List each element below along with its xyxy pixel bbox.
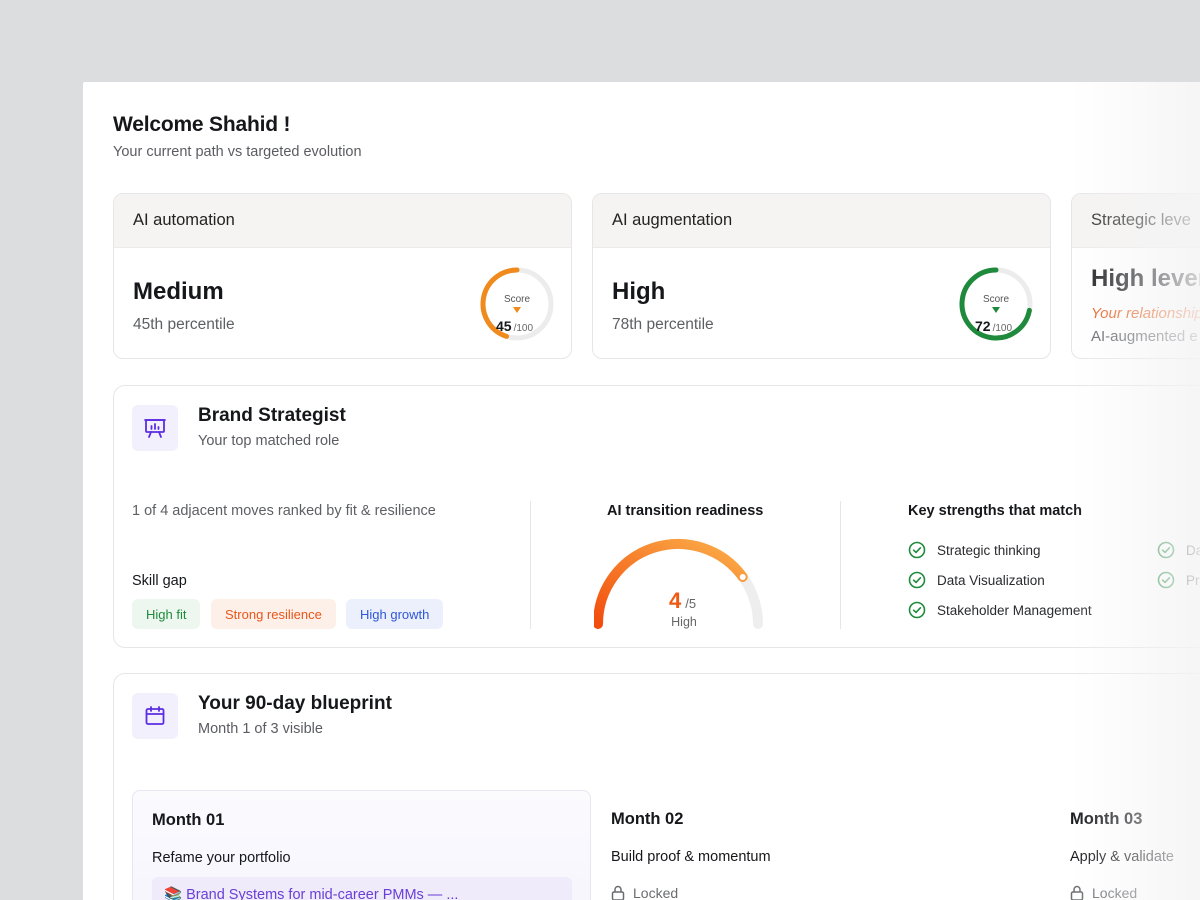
locked-label: Locked <box>1092 885 1138 900</box>
card-level: Medium <box>133 278 224 305</box>
strengths-title: Key strengths that match <box>908 503 1083 519</box>
score-gauge-ring <box>959 267 1033 341</box>
ai-automation-card[interactable]: AI automation Medium 45th percentile Sco… <box>113 193 572 359</box>
card-percentile: 78th percentile <box>612 316 714 333</box>
course-link[interactable]: 📚 Brand Systems for mid-career PMMs — ..… <box>152 877 572 900</box>
readiness-gauge <box>594 539 763 629</box>
score-value: 72/100 <box>975 318 1012 334</box>
score-label: Score <box>503 294 531 305</box>
tag-high-fit: High fit <box>132 599 201 629</box>
strength-item: Stakeholder Management <box>908 601 1092 619</box>
strength-label: Pro <box>1186 572 1200 588</box>
strength-item: Pro <box>1157 571 1200 589</box>
card-title: AI augmentation <box>593 194 1050 248</box>
check-circle-icon <box>908 541 926 559</box>
score-gauge: Score 45/100 <box>477 264 557 344</box>
readiness-max: /5 <box>685 596 697 611</box>
card-note: AI-augmented e <box>1091 328 1198 345</box>
check-circle-icon <box>908 571 926 589</box>
month-card-active[interactable]: Month 01 Refame your portfolio 📚 Brand S… <box>132 790 591 900</box>
top-role-section: Brand Strategist Your top matched role 1… <box>113 385 1200 648</box>
presentation-chart-icon <box>132 405 178 451</box>
blueprint-section: Your 90-day blueprint Month 1 of 3 visib… <box>113 673 1200 900</box>
score-number: 45 <box>496 318 512 334</box>
month-subtitle: Build proof & momentum <box>611 849 771 865</box>
card-level: High <box>612 278 666 305</box>
card-title: AI automation <box>114 194 571 248</box>
score-max: /100 <box>513 323 534 334</box>
score-gauge-arrow-icon <box>992 307 1000 313</box>
readiness-number: 4 <box>669 588 682 613</box>
month-subtitle: Apply & validate <box>1070 849 1174 865</box>
strategic-leverage-card[interactable]: Strategic leve High levera Your relation… <box>1071 193 1200 359</box>
score-gauge-ring <box>480 267 554 341</box>
column-divider <box>840 501 841 629</box>
score-value: 45/100 <box>496 318 533 334</box>
score-gauge: Score 72/100 <box>956 264 1036 344</box>
page-subtitle: Your current path vs targeted evolution <box>113 144 362 160</box>
month-title: Month 01 <box>152 811 225 829</box>
readiness-level: High <box>671 615 697 629</box>
role-title: Brand Strategist <box>198 405 346 426</box>
readiness-arc <box>594 539 748 629</box>
main-panel: Welcome Shahid ! Your current path vs ta… <box>83 82 1200 900</box>
strength-label: Data Visualization <box>937 572 1045 588</box>
strength-label: Strategic thinking <box>937 542 1041 558</box>
score-number: 72 <box>975 318 991 334</box>
skill-gap-label: Skill gap <box>132 573 187 589</box>
readiness-knob <box>739 573 746 580</box>
blueprint-title: Your 90-day blueprint <box>198 693 392 714</box>
role-subtitle: Your top matched role <box>198 433 340 449</box>
score-label: Score <box>982 294 1010 305</box>
score-gauge-arc <box>959 267 1032 341</box>
lock-icon <box>611 885 625 900</box>
strength-item: Data Visualization <box>908 571 1045 589</box>
month-title: Month 02 <box>611 810 684 828</box>
readiness-title: AI transition readiness <box>607 503 764 519</box>
tag-high-growth: High growth <box>346 599 444 629</box>
check-circle-icon <box>1157 571 1175 589</box>
locked-status: Locked <box>1070 885 1137 900</box>
tag-strong-resilience: Strong resilience <box>211 599 336 629</box>
card-level: High levera <box>1091 265 1200 292</box>
lock-icon <box>1070 885 1084 900</box>
blueprint-subtitle: Month 1 of 3 visible <box>198 721 323 737</box>
locked-label: Locked <box>633 885 679 900</box>
month-title: Month 03 <box>1070 810 1143 828</box>
calendar-icon <box>132 693 178 739</box>
page-title: Welcome Shahid ! <box>113 113 291 136</box>
column-divider <box>530 501 531 629</box>
adjacent-moves-text: 1 of 4 adjacent moves ranked by fit & re… <box>132 503 436 519</box>
strength-label: Stakeholder Management <box>937 602 1092 618</box>
card-title: Strategic leve <box>1072 194 1200 248</box>
readiness-value: 4/5 <box>669 588 696 614</box>
ai-augmentation-card[interactable]: AI augmentation High 78th percentile Sco… <box>592 193 1051 359</box>
card-italic-note: Your relationship <box>1091 305 1200 322</box>
locked-status: Locked <box>611 885 678 900</box>
strength-item: Da <box>1157 541 1200 559</box>
month-subtitle: Refame your portfolio <box>152 850 291 866</box>
score-gauge-arrow-icon <box>513 307 521 313</box>
score-gauge-arc <box>480 267 520 339</box>
check-circle-icon <box>1157 541 1175 559</box>
check-circle-icon <box>908 601 926 619</box>
strength-item: Strategic thinking <box>908 541 1041 559</box>
card-percentile: 45th percentile <box>133 316 235 333</box>
strength-label: Da <box>1186 542 1200 558</box>
score-max: /100 <box>992 323 1013 334</box>
